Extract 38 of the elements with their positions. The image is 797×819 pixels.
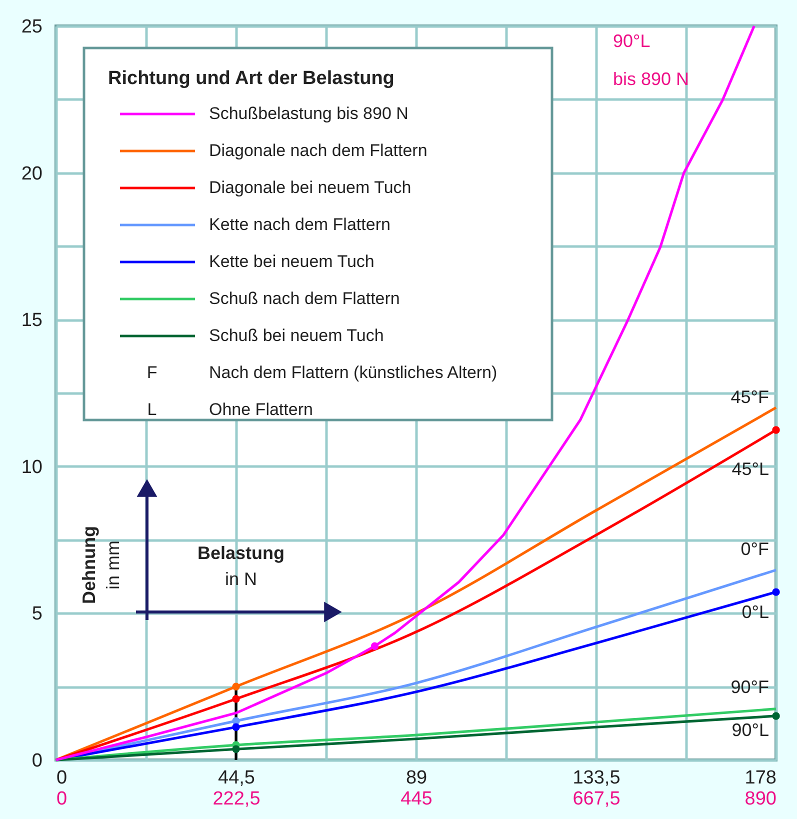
legend-label: Schuß bei neuem Tuch [209,326,384,345]
y-tick-label: 25 [21,16,42,38]
y-tick-label: 10 [21,456,42,478]
annotation: 0°F [740,539,769,559]
legend-label: Schußbelastung bis 890 N [209,104,408,123]
x2-tick-label: 890 [744,788,776,810]
annotation: Ohne Flattern [209,400,313,419]
x-tick-label: 89 [406,768,428,788]
y-tick-label: 15 [21,310,42,332]
annotation: Nach dem Flattern (künstliches Altern) [209,363,498,382]
legend-label: Diagonale bei neuem Tuch [209,178,412,197]
y-tick-label: 5 [32,604,42,625]
annotation: 90°L [613,31,650,51]
x-tick-label: 0 [56,768,68,788]
annotation: L [147,400,157,419]
annotation: F [146,363,158,382]
x-axis-title: Belastung in N [197,543,285,589]
legend-label: Kette nach dem Flattern [209,215,390,234]
x-tick-label: 44,5 [218,768,255,788]
x2-tick-label: 222,5 [212,788,260,810]
legend-label: Diagonale nach dem Flattern [209,141,428,160]
legend-label: Kette bei neuem Tuch [209,252,374,271]
annotation: 45°F [730,387,769,407]
x2-tick-label: 667,5 [572,788,620,810]
x2-tick-label: 445 [400,788,432,810]
y-tick-label: 20 [21,163,42,184]
y-axis-title: Dehnung in mm [79,526,123,604]
x-tick-label: 133,5 [572,768,620,788]
x2-tick-label: 0 [56,788,68,810]
annotation: 45°L [732,459,769,479]
annotation: 90°F [730,677,769,697]
annotation: 0°L [742,602,769,622]
x-tick-label: 178 [744,768,776,788]
legend-label: Schuß nach dem Flattern [209,289,400,308]
y-tick-label: 0 [32,750,42,772]
annotation: bis 890 N [613,69,690,89]
annotation: 90°L [732,720,769,740]
legend-title: Richtung und Art der Belastung [108,68,394,89]
